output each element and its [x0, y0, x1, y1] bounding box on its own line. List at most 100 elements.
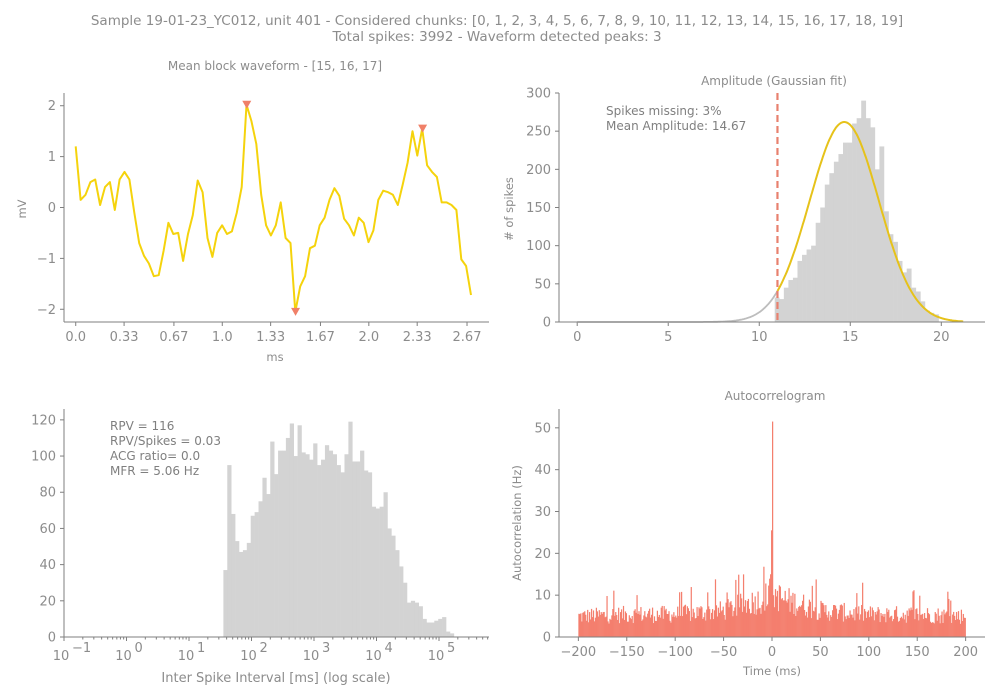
acg-bar: [833, 605, 835, 637]
acg-bar: [893, 610, 896, 637]
acg-bar: [950, 600, 952, 637]
acg-bar: [949, 616, 951, 637]
waveform-xtick-label: 2.67: [453, 330, 482, 345]
isi-bar: [352, 461, 357, 637]
acg-bar: [797, 610, 799, 637]
acg-bar: [890, 616, 892, 637]
amplitude-xtick-label: 20: [933, 330, 950, 345]
acg-bar: [730, 601, 732, 637]
amplitude-bar: [902, 272, 908, 322]
amplitude-ytick-label: 300: [526, 87, 551, 102]
acg-bar: [897, 621, 900, 637]
isi-bar: [235, 541, 240, 637]
acg-bar: [916, 608, 918, 637]
acg-bar: [859, 619, 861, 637]
acg-bar: [959, 623, 962, 637]
amplitude-bar: [792, 277, 798, 322]
acg-bar: [792, 592, 794, 637]
acg-bar: [592, 610, 595, 637]
waveform-xtick-label: 1.33: [256, 330, 285, 345]
isi-xtick-exponent: 2: [260, 641, 268, 656]
acg-bar: [947, 591, 949, 637]
isi-bar: [449, 633, 455, 637]
acg-bar: [650, 614, 653, 637]
amplitude-bar: [833, 161, 839, 322]
isi-bar: [223, 570, 228, 637]
acg-bar: [669, 620, 671, 637]
acg-bar: [834, 605, 837, 637]
amplitude-panel: Amplitude (Gaussian fit) # of spikes Spi…: [502, 74, 985, 345]
acg-bar: [654, 620, 657, 637]
waveform-xtick-label: 2.33: [403, 330, 432, 345]
acg-bar: [656, 610, 659, 637]
acg-xtick-label: 200: [953, 645, 978, 660]
acg-bar: [721, 610, 723, 637]
acg-bar: [885, 622, 887, 637]
acg-bar: [855, 607, 857, 637]
acg-bar: [820, 600, 822, 637]
isi-bar: [293, 456, 298, 637]
acg-bar: [917, 613, 919, 637]
acg-bar: [791, 602, 793, 637]
acg-bar: [745, 612, 748, 637]
acg-bar: [632, 623, 634, 637]
acg-bar: [960, 609, 963, 637]
acg-bar: [718, 612, 720, 637]
acg-bar: [924, 613, 926, 637]
isi-bar: [418, 606, 423, 637]
acg-bar: [785, 600, 787, 637]
acg-bar: [939, 623, 941, 637]
isi-bar: [395, 550, 400, 637]
acg-bar: [770, 574, 772, 637]
acg-bar: [711, 612, 713, 637]
acg-bar: [819, 617, 821, 637]
acg-bar: [595, 607, 598, 637]
acg-bar: [779, 586, 781, 637]
acg-bar: [741, 598, 743, 637]
acg-bar: [657, 616, 659, 637]
acg-bar: [660, 607, 662, 637]
waveform-peak-marker: [418, 124, 428, 133]
amplitude-ylabel: # of spikes: [502, 177, 516, 241]
isi-bar: [403, 582, 408, 637]
acg-bar: [824, 612, 826, 637]
acg-bar: [963, 617, 965, 637]
isi-bar: [332, 454, 337, 637]
amplitude-bar: [774, 297, 780, 322]
acg-bar: [603, 611, 605, 637]
acg-bar: [634, 609, 636, 637]
acg-ticks: −200 −150 −100 −50 0 50 100 150 200 0 10 20 30 40 50: [534, 421, 978, 660]
acg-bar: [906, 610, 908, 637]
isi-bar: [336, 465, 341, 637]
acg-bar: [789, 611, 791, 637]
acg-bar: [914, 619, 916, 637]
acg-bar: [699, 608, 701, 637]
isi-bar: [258, 501, 263, 637]
amplitude-annotation-mean: Mean Amplitude: 14.67: [606, 119, 746, 133]
acg-ytick-label: 20: [534, 547, 551, 562]
acg-bar: [690, 587, 692, 637]
acg-bar: [889, 617, 891, 637]
acg-bar: [937, 608, 939, 637]
acg-bar: [619, 623, 621, 637]
waveform-ytick-label: 1: [48, 150, 56, 165]
acg-bar: [743, 606, 746, 637]
acg-bar: [615, 612, 617, 637]
waveform-ylabel: mV: [15, 199, 29, 218]
acg-bar: [932, 622, 934, 637]
acg-bar: [827, 617, 829, 637]
acg-bar: [613, 590, 615, 637]
acg-bar: [583, 612, 585, 637]
acg-bar: [611, 615, 613, 637]
isi-ytick-label: 80: [39, 486, 56, 501]
acg-bar: [805, 611, 808, 637]
acg-bar: [776, 590, 779, 637]
acg-ytick-label: 50: [534, 421, 551, 436]
acg-bar: [688, 611, 690, 637]
acg-bar: [731, 604, 733, 637]
acg-bar: [636, 595, 638, 637]
isi-xtick-exponent: 3: [322, 641, 330, 656]
acg-bar: [677, 606, 679, 637]
acg-bar: [757, 591, 759, 637]
acg-bar: [863, 608, 866, 637]
